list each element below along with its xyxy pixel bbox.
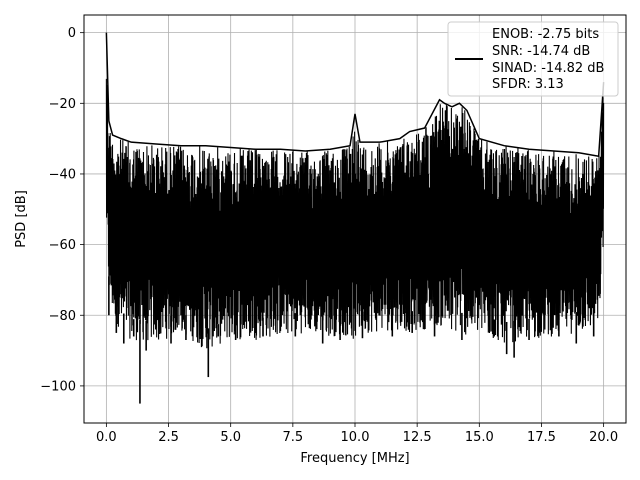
legend-text-enob: ENOB: -2.75 bits bbox=[492, 27, 599, 42]
legend-text-sfdr: SFDR: 3.13 bbox=[492, 77, 564, 92]
x-tick-label: 12.5 bbox=[403, 430, 432, 445]
y-tick-label: 0 bbox=[68, 26, 76, 41]
psd-peak-envelope bbox=[105, 32, 605, 158]
x-tick-label: 15.0 bbox=[465, 430, 494, 445]
x-tick-label: 17.5 bbox=[527, 430, 556, 445]
y-axis-label: PSD [dB] bbox=[14, 190, 29, 248]
x-tick-label: 2.5 bbox=[158, 430, 179, 445]
legend-text-sinad: SINAD: -14.82 dB bbox=[492, 61, 604, 76]
x-tick-label: 5.0 bbox=[220, 430, 241, 445]
y-tick-label: −40 bbox=[49, 167, 76, 182]
y-tick-label: −80 bbox=[49, 309, 76, 324]
legend-box bbox=[447, 21, 619, 97]
legend-text-snr: SNR: -14.74 dB bbox=[492, 44, 590, 59]
x-axis-label: Frequency [MHz] bbox=[300, 451, 409, 466]
legend: ENOB: -2.75 bits SNR: -14.74 dB SINAD: -… bbox=[447, 21, 619, 97]
psd-series bbox=[105, 32, 605, 404]
y-tick-label: −100 bbox=[40, 379, 76, 394]
x-tick-label: 7.5 bbox=[283, 430, 304, 445]
x-tick-label: 20.0 bbox=[589, 430, 618, 445]
y-tick-label: −60 bbox=[49, 238, 76, 253]
y-axis-ticks: 0 −20 −40 −60 −80 −100 bbox=[40, 26, 84, 394]
x-axis-ticks: 0.0 2.5 5.0 7.5 10.0 12.5 15.0 17.5 20.0 bbox=[96, 423, 618, 445]
x-tick-label: 0.0 bbox=[96, 430, 117, 445]
x-tick-label: 10.0 bbox=[341, 430, 370, 445]
y-tick-label: −20 bbox=[49, 97, 76, 112]
psd-noise-trace bbox=[105, 78, 605, 349]
